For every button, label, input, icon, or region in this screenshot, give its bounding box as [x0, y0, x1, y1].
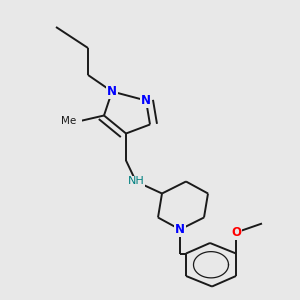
Text: N: N — [175, 223, 185, 236]
Text: O: O — [231, 226, 241, 239]
Text: NH: NH — [128, 176, 144, 187]
Text: N: N — [107, 85, 117, 98]
Text: Me: Me — [61, 116, 76, 127]
Text: N: N — [141, 94, 151, 107]
